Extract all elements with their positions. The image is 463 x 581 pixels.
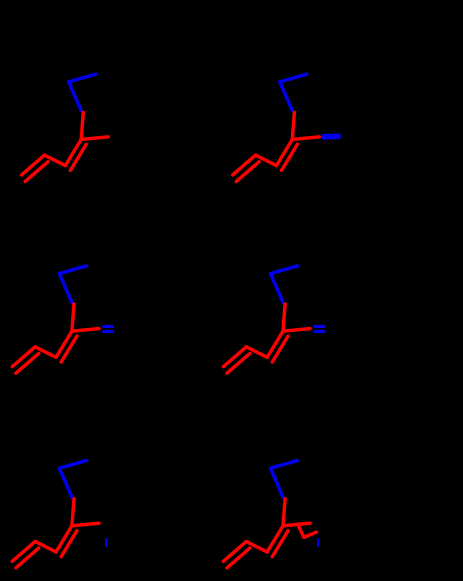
- Text: I: I: [104, 537, 109, 550]
- Text: I: I: [315, 537, 319, 550]
